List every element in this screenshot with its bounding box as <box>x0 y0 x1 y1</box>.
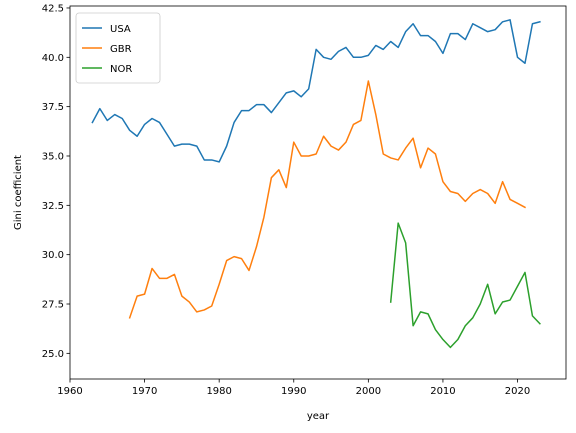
y-tick-label: 32.5 <box>42 201 64 212</box>
series-line-usa <box>91 19 541 163</box>
x-tick-label: 1960 <box>57 386 82 397</box>
y-tick-label: 30.0 <box>42 250 64 261</box>
legend-label-usa: USA <box>110 24 131 35</box>
x-tick-label: 1980 <box>206 386 231 397</box>
legend: USA GBR NOR <box>75 12 161 84</box>
legend-label-gbr: GBR <box>110 44 132 55</box>
y-axis-label: Gini coefficient <box>13 155 24 230</box>
x-tick-label: 1990 <box>281 386 306 397</box>
y-axis-ticks: 25.0 27.5 30.0 32.5 35.0 37.5 40.0 42.5 <box>42 3 70 360</box>
x-tick-label: 2020 <box>505 386 530 397</box>
y-tick-label: 42.5 <box>42 3 64 14</box>
x-axis-label: year <box>307 411 330 422</box>
y-tick-label: 25.0 <box>42 349 64 360</box>
x-axis-ticks: 1960 1970 1980 1990 2000 2010 2020 <box>57 379 530 397</box>
x-tick-label: 2010 <box>430 386 455 397</box>
series-line-gbr <box>128 80 526 319</box>
y-tick-label: 40.0 <box>42 53 64 64</box>
x-tick-label: 2000 <box>356 386 381 397</box>
series-layer <box>91 19 541 349</box>
y-tick-label: 27.5 <box>42 300 64 311</box>
y-tick-label: 35.0 <box>42 151 64 162</box>
legend-label-nor: NOR <box>110 64 132 75</box>
legend-box <box>75 12 161 84</box>
x-tick-label: 1970 <box>132 386 157 397</box>
series-line-nor <box>389 222 541 349</box>
y-tick-label: 37.5 <box>42 102 64 113</box>
plot-frame <box>69 5 567 380</box>
